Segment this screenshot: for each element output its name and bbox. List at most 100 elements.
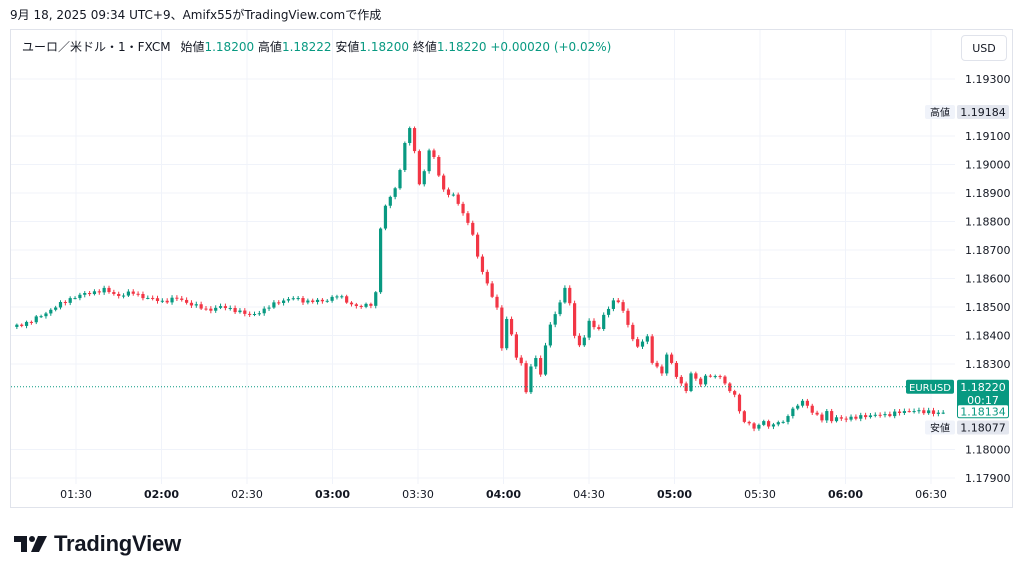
chart-frame[interactable] — [10, 29, 1013, 508]
candle — [597, 324, 601, 331]
candle — [189, 300, 194, 308]
countdown-value: 00:17 — [967, 394, 999, 407]
candle — [912, 408, 916, 414]
candle — [286, 296, 291, 303]
chart-caption: 9月 18, 2025 09:34 UTC+9、Amifx55がTradingV… — [10, 8, 382, 22]
x-tick-label: 03:30 — [402, 488, 434, 501]
candle — [509, 316, 514, 336]
candle — [776, 420, 780, 427]
candle — [529, 363, 533, 395]
candle — [39, 314, 43, 319]
candle — [379, 227, 383, 294]
tradingview-logo[interactable]: TradingView — [14, 531, 181, 557]
y-tick-label: 1.18400 — [965, 330, 1011, 343]
marker-tag-bg — [925, 105, 955, 120]
ohlc-legend: ユーロ／米ドル・1・FXCM 始値1.18200 高値1.18222 安値1.1… — [22, 38, 611, 55]
open-label: 始値 — [180, 40, 205, 54]
candle — [107, 285, 111, 294]
close-value: 1.18220 — [436, 40, 487, 54]
candle — [859, 412, 863, 422]
candle — [141, 291, 145, 301]
y-tick-label: 1.19100 — [965, 130, 1011, 143]
candle — [408, 126, 412, 146]
current-price-value: 1.18220 — [960, 381, 1006, 394]
candle — [786, 414, 790, 425]
candle — [461, 201, 465, 216]
candle — [752, 422, 756, 432]
candle — [364, 302, 368, 309]
candle — [63, 300, 67, 306]
candle — [902, 408, 906, 415]
candle — [262, 306, 266, 316]
candle — [476, 232, 480, 259]
candle — [893, 409, 897, 419]
current-price-box — [957, 379, 1009, 408]
candle — [737, 393, 742, 414]
marker-tag-bg — [925, 420, 955, 435]
candle — [24, 320, 29, 329]
candle — [539, 355, 543, 377]
candle — [626, 308, 630, 328]
candle — [490, 281, 494, 299]
candle — [267, 305, 271, 311]
candle — [791, 406, 795, 419]
tradingview-logo-icon — [14, 536, 47, 552]
candle — [248, 311, 252, 317]
marker-value: 1.18077 — [960, 422, 1006, 435]
candle — [252, 311, 257, 317]
candle — [674, 361, 679, 379]
open-value: 1.18200 — [204, 40, 255, 54]
currency-button[interactable]: USD — [961, 35, 1007, 61]
candle — [500, 305, 504, 351]
candle — [844, 416, 848, 423]
candle — [699, 376, 703, 387]
candle — [223, 303, 227, 311]
price-marker: 1.18134 — [957, 404, 1009, 419]
candle — [665, 352, 669, 376]
candle — [558, 299, 562, 317]
candle — [587, 318, 591, 341]
candle — [616, 297, 620, 304]
candle — [553, 311, 557, 328]
candle — [582, 335, 586, 347]
candle — [713, 374, 717, 379]
candle — [432, 148, 436, 159]
candle — [684, 381, 688, 394]
x-tick-label: 06:00 — [828, 488, 863, 501]
candle — [73, 296, 77, 300]
candle — [524, 360, 528, 394]
candle — [922, 407, 926, 415]
candle — [611, 297, 615, 312]
candle — [374, 291, 378, 309]
candle — [718, 374, 722, 380]
candle — [514, 331, 518, 361]
candle — [703, 374, 708, 387]
candle — [485, 269, 489, 286]
candle — [534, 355, 538, 370]
candle — [907, 408, 911, 413]
candle — [306, 298, 310, 305]
candle — [805, 398, 809, 409]
time-axis: 01:30 02:00 02:30 03:00 03:30 04:00 04:30 05:00… — [60, 488, 947, 501]
marker-tag-text: 高値 — [930, 106, 950, 119]
candle — [121, 293, 126, 299]
candle — [757, 423, 761, 431]
price-marker: 安値 1.18077 — [925, 420, 1009, 435]
candle — [97, 289, 101, 295]
candle — [330, 295, 334, 303]
candle — [839, 415, 843, 421]
x-tick-label: 04:00 — [486, 488, 521, 501]
marker-value-bg — [957, 105, 1009, 120]
x-tick-label: 02:30 — [231, 488, 263, 501]
symbol-label[interactable]: ユーロ／米ドル・1・FXCM — [22, 40, 171, 54]
candle — [577, 333, 582, 348]
candle — [471, 220, 475, 237]
y-tick-label: 1.18500 — [965, 301, 1011, 314]
candle — [427, 148, 431, 174]
candle — [815, 410, 819, 416]
x-tick-label: 05:30 — [744, 488, 776, 501]
candle — [170, 295, 174, 305]
candle — [878, 412, 882, 418]
candle — [58, 300, 63, 310]
